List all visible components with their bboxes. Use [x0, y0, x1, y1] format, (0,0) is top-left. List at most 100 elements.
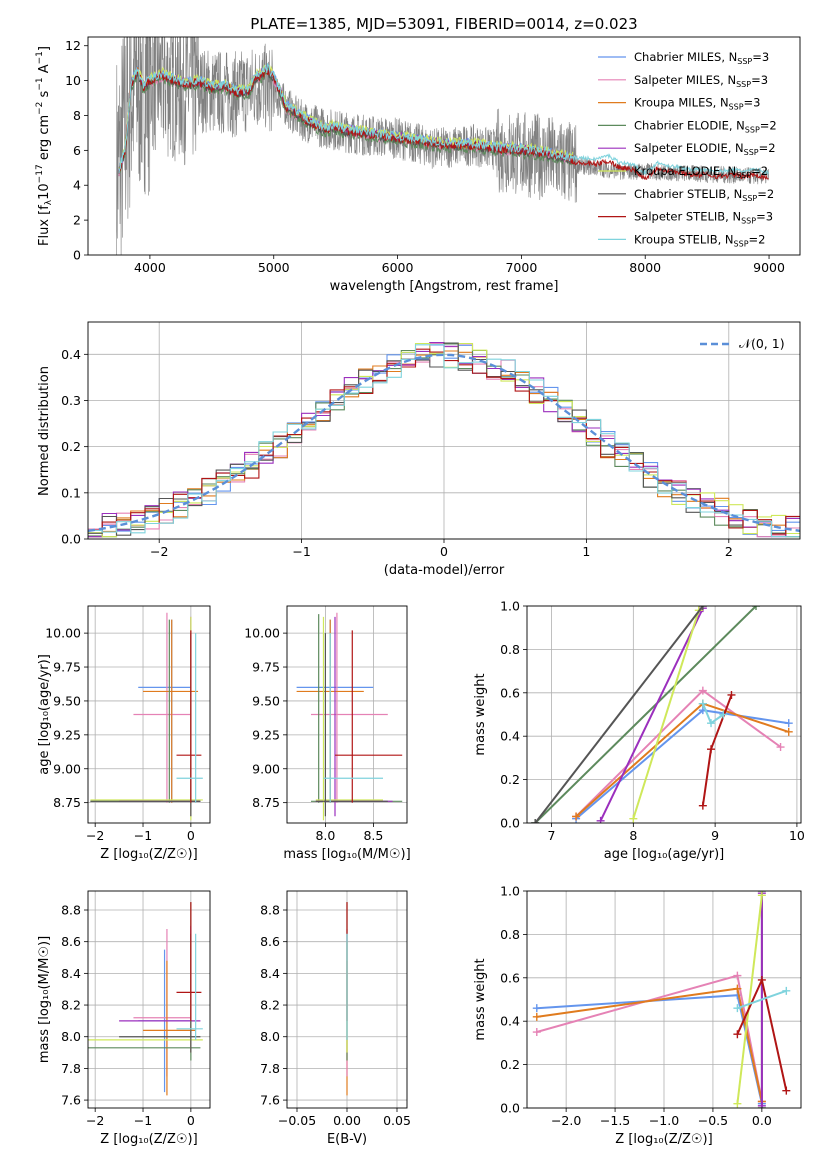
y-tick-label: 9.00: [53, 761, 81, 776]
weight-marker-kroupa-stelib: [719, 710, 728, 719]
x-tick-label: −2: [150, 544, 168, 559]
x-tick-label: 0: [187, 1113, 195, 1128]
x-tick-label: −1: [134, 1113, 152, 1128]
x-axis-label: mass [log₁₀(M/M☉)]: [283, 847, 410, 862]
model-fit-kroupa-elodie: [118, 64, 574, 170]
panel-weight_vs_Z: −2.0 −1.5 −1.0 −0.5 0.0 0.0 0.2 0.4 0.6 0.8 1.0 Z […: [473, 884, 802, 1147]
x-tick-label: 8.0: [315, 828, 335, 843]
axes-frame: [87, 605, 211, 824]
y-tick-label: 8.8: [61, 903, 81, 918]
legend-entry: Chabrier ELODIE, NSSP=2: [634, 118, 777, 134]
y-tick-label: 0.8: [500, 927, 520, 942]
legend-entry: Kroupa STELIB, NSSP=2: [634, 232, 765, 248]
x-tick-label: 1: [582, 544, 590, 559]
y-tick-label: 7.8: [61, 1061, 81, 1076]
y-axis-label: mass [log₁₀(M/M☉)]: [37, 936, 52, 1063]
x-tick-label: 5000: [258, 260, 290, 275]
x-axis-label: Z [log₁₀(Z/Z☉)]: [100, 847, 197, 862]
plot-mass_vs_Z: [88, 902, 203, 1096]
panel-spectrum: 4000 5000 6000 7000 8000 9000 0 2 4 6 8 10 12 wavelen…: [35, 36, 801, 294]
y-tick-label: 0.6: [500, 970, 520, 985]
x-tick-label: 8: [629, 828, 637, 843]
axes-frame: [87, 36, 801, 256]
x-tick-label: 6000: [382, 260, 414, 275]
y-tick-label: 8.6: [61, 934, 81, 949]
y-tick-label: 9.75: [252, 660, 280, 675]
legend-entry: Kroupa MILES, NSSP=3: [634, 96, 760, 112]
y-tick-label: 0.1: [61, 485, 81, 500]
x-tick-label: 8.5: [363, 828, 383, 843]
weight-marker-chabrier-elodie: [752, 606, 761, 610]
weight-marker-kroupa-elodie: [757, 891, 766, 900]
weight-marker-salpeter-stelib: [757, 975, 766, 984]
weight-marker-kroupa-elodie: [733, 1099, 742, 1108]
model-fit-kroupa-stelib: [118, 62, 573, 173]
x-axis-label: (data-model)/error: [384, 563, 505, 578]
y-tick-label: 8.0: [260, 1029, 280, 1044]
weight-line-kroupa-elodie: [736, 895, 763, 1104]
y-tick-label: 7.6: [260, 1093, 280, 1108]
y-tick-label: 8.2: [260, 998, 280, 1013]
x-tick-label: 0: [440, 544, 448, 559]
x-tick-label: 4000: [134, 260, 166, 275]
weight-marker-chabrier-miles: [784, 719, 793, 728]
weight-marker-salpeter-stelib: [733, 1030, 742, 1039]
y-tick-label: 0.4: [500, 729, 520, 744]
y-axis-label: age [log₁₀(age/yr)]: [37, 654, 52, 775]
y-tick-label: 8.4: [61, 966, 81, 981]
y-tick-label: 0.8: [500, 642, 520, 657]
y-tick-label: 9.25: [53, 727, 81, 742]
y-tick-label: 8: [73, 108, 81, 123]
plot-age_vs_mass: [296, 612, 403, 821]
y-tick-label: 0.2: [500, 772, 520, 787]
y-axis-label: mass weight: [473, 958, 488, 1040]
y-tick-label: 0.0: [61, 532, 81, 547]
x-tick-label: 0.0: [752, 1113, 772, 1128]
x-axis-label: Z [log₁₀(Z/Z☉)]: [615, 1132, 712, 1147]
x-tick-label: −2.0: [551, 1113, 581, 1128]
weight-line-kroupa-stelib: [737, 989, 787, 1010]
weight-line-chabrier-elodie: [534, 606, 757, 823]
y-tick-label: 0.4: [61, 347, 81, 362]
panel-weight_vs_age: 7 8 9 10 0.0 0.2 0.4 0.6 0.8 1.0 age [log₁₀(age/yr…: [473, 599, 805, 863]
histogram-kroupa-stelib: [88, 343, 800, 538]
y-tick-label: 0: [73, 248, 81, 263]
axes-frame: [526, 890, 802, 1109]
y-tick-label: 10: [65, 73, 81, 88]
y-tick-label: 0.6: [500, 685, 520, 700]
axes-frame: [526, 605, 802, 824]
y-tick-label: 8.0: [61, 1029, 81, 1044]
weight-marker-kroupa-stelib: [698, 699, 707, 708]
y-tick-label: 6: [73, 143, 81, 158]
y-tick-label: 9.50: [53, 693, 81, 708]
x-tick-label: −2: [86, 1113, 104, 1128]
x-tick-label: −0.5: [698, 1113, 728, 1128]
weight-marker-kroupa-stelib: [782, 986, 791, 995]
weight-marker-salpeter-stelib: [707, 745, 716, 754]
x-tick-label: −2: [86, 828, 104, 843]
weight-marker-salpeter-miles: [532, 1028, 541, 1037]
weight-marker-chabrier-stelib: [698, 606, 707, 610]
y-tick-label: 8.2: [61, 998, 81, 1013]
weight-marker-kroupa-stelib: [707, 719, 716, 728]
y-tick-label: 9.25: [252, 727, 280, 742]
x-tick-label: 10: [789, 828, 805, 843]
y-tick-label: 0.2: [61, 439, 81, 454]
x-tick-label: −1.0: [649, 1113, 679, 1128]
weight-marker-kroupa-miles: [532, 1012, 541, 1021]
y-tick-label: 9.75: [53, 660, 81, 675]
weight-line-kroupa-elodie: [632, 610, 700, 819]
plot-weight_vs_age: [531, 606, 793, 823]
y-tick-label: 9.00: [252, 761, 280, 776]
model-fit-red: [570, 158, 769, 181]
legend: Chabrier MILES, NSSP=3 Salpeter MILES, NS…: [598, 50, 777, 248]
weight-marker-salpeter-stelib: [782, 1086, 791, 1095]
panel-mass_vs_Z: −2 −1 0 7.6 7.8 8.0 8.2 8.4 8.6 8.8 Z [log₁₀(Z/Z☉)…: [37, 890, 211, 1147]
normal-curve: [88, 353, 800, 533]
y-tick-label: 12: [65, 38, 81, 53]
weight-line-salpeter-elodie: [599, 607, 704, 822]
legend-entry: 𝒩(0, 1): [739, 336, 785, 351]
y-tick-label: 1.0: [500, 884, 520, 899]
legend-entry: Kroupa ELODIE, NSSP=2: [634, 164, 768, 180]
